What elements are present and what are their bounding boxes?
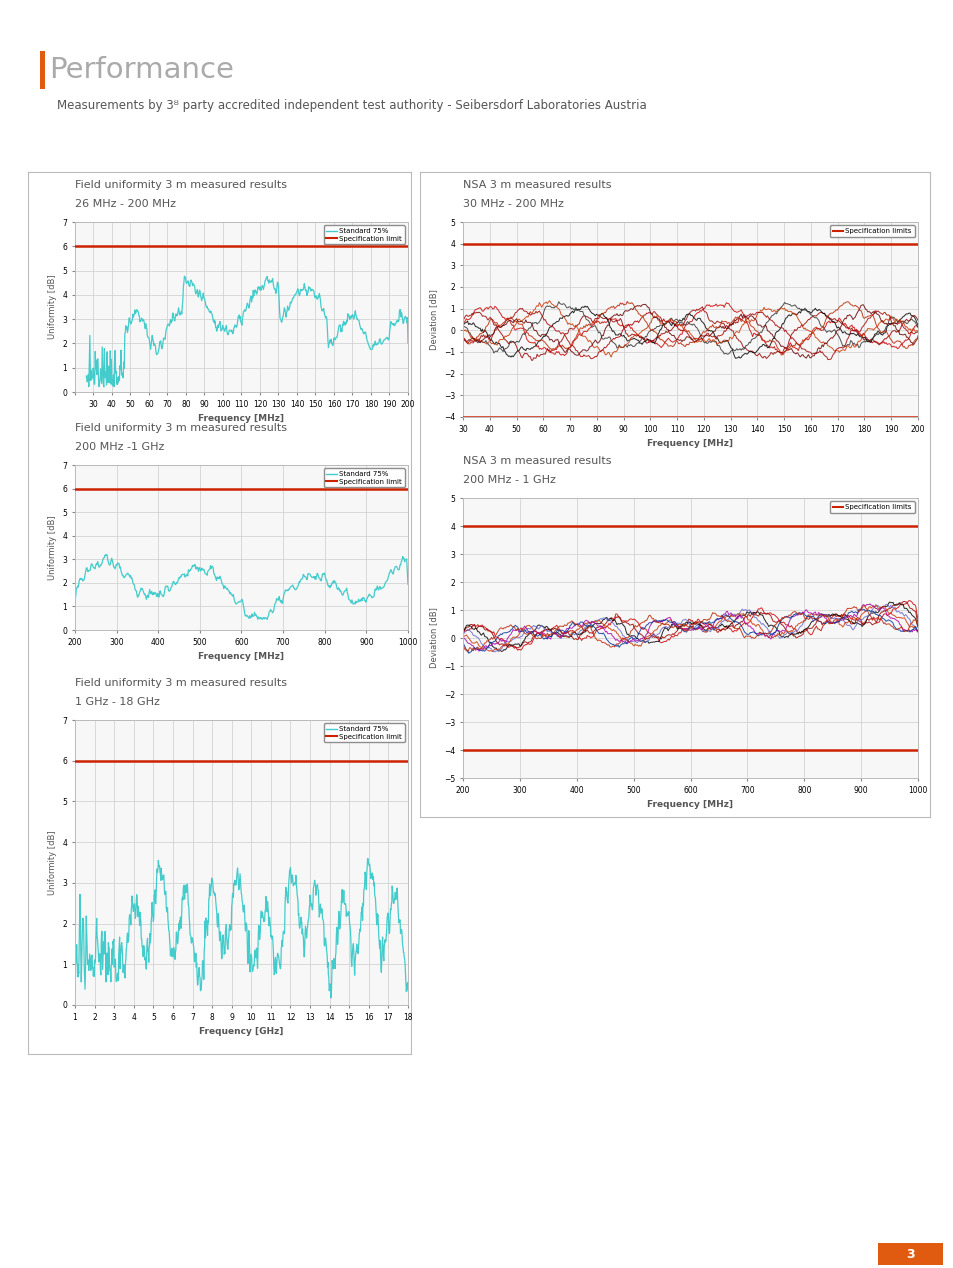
- Y-axis label: Uniformity [dB]: Uniformity [dB]: [48, 515, 57, 579]
- Legend: Specification limits: Specification limits: [829, 226, 914, 237]
- Text: NSA 3 m measured results: NSA 3 m measured results: [462, 180, 611, 190]
- X-axis label: Frequency [GHz]: Frequency [GHz]: [199, 1027, 283, 1036]
- Y-axis label: Uniformity [dB]: Uniformity [dB]: [48, 831, 57, 895]
- X-axis label: Frequency [MHz]: Frequency [MHz]: [647, 800, 733, 809]
- Text: Field uniformity 3 m measured results: Field uniformity 3 m measured results: [75, 678, 287, 689]
- Text: 200 MHz - 1 GHz: 200 MHz - 1 GHz: [462, 476, 556, 486]
- Text: NSA 3 m measured results: NSA 3 m measured results: [462, 456, 611, 467]
- X-axis label: Frequency [MHz]: Frequency [MHz]: [198, 415, 284, 424]
- Text: 30 MHz - 200 MHz: 30 MHz - 200 MHz: [462, 199, 563, 209]
- X-axis label: Frequency [MHz]: Frequency [MHz]: [647, 439, 733, 448]
- Text: 1 GHz - 18 GHz: 1 GHz - 18 GHz: [75, 697, 160, 708]
- Text: 26 MHz - 200 MHz: 26 MHz - 200 MHz: [75, 199, 175, 209]
- Text: Measurements by 3ᴽ party accredited independent test authority - Seibersdorf Lab: Measurements by 3ᴽ party accredited inde…: [57, 99, 646, 112]
- Text: 200 MHz -1 GHz: 200 MHz -1 GHz: [75, 443, 164, 453]
- Y-axis label: Uniformity [dB]: Uniformity [dB]: [48, 275, 57, 340]
- Y-axis label: Deviation [dB]: Deviation [dB]: [429, 289, 438, 350]
- X-axis label: Frequency [MHz]: Frequency [MHz]: [198, 652, 284, 661]
- Legend: Specification limits: Specification limits: [829, 501, 914, 514]
- Text: Field uniformity 3 m measured results: Field uniformity 3 m measured results: [75, 424, 287, 434]
- Y-axis label: Deviation [dB]: Deviation [dB]: [429, 607, 438, 668]
- Legend: Standard 75%, Specification limit: Standard 75%, Specification limit: [323, 468, 404, 487]
- Legend: Standard 75%, Specification limit: Standard 75%, Specification limit: [323, 724, 404, 743]
- Legend: Standard 75%, Specification limit: Standard 75%, Specification limit: [323, 226, 404, 245]
- Text: Performance: Performance: [50, 56, 234, 84]
- Text: Field uniformity 3 m measured results: Field uniformity 3 m measured results: [75, 180, 287, 190]
- Text: 3: 3: [905, 1248, 914, 1260]
